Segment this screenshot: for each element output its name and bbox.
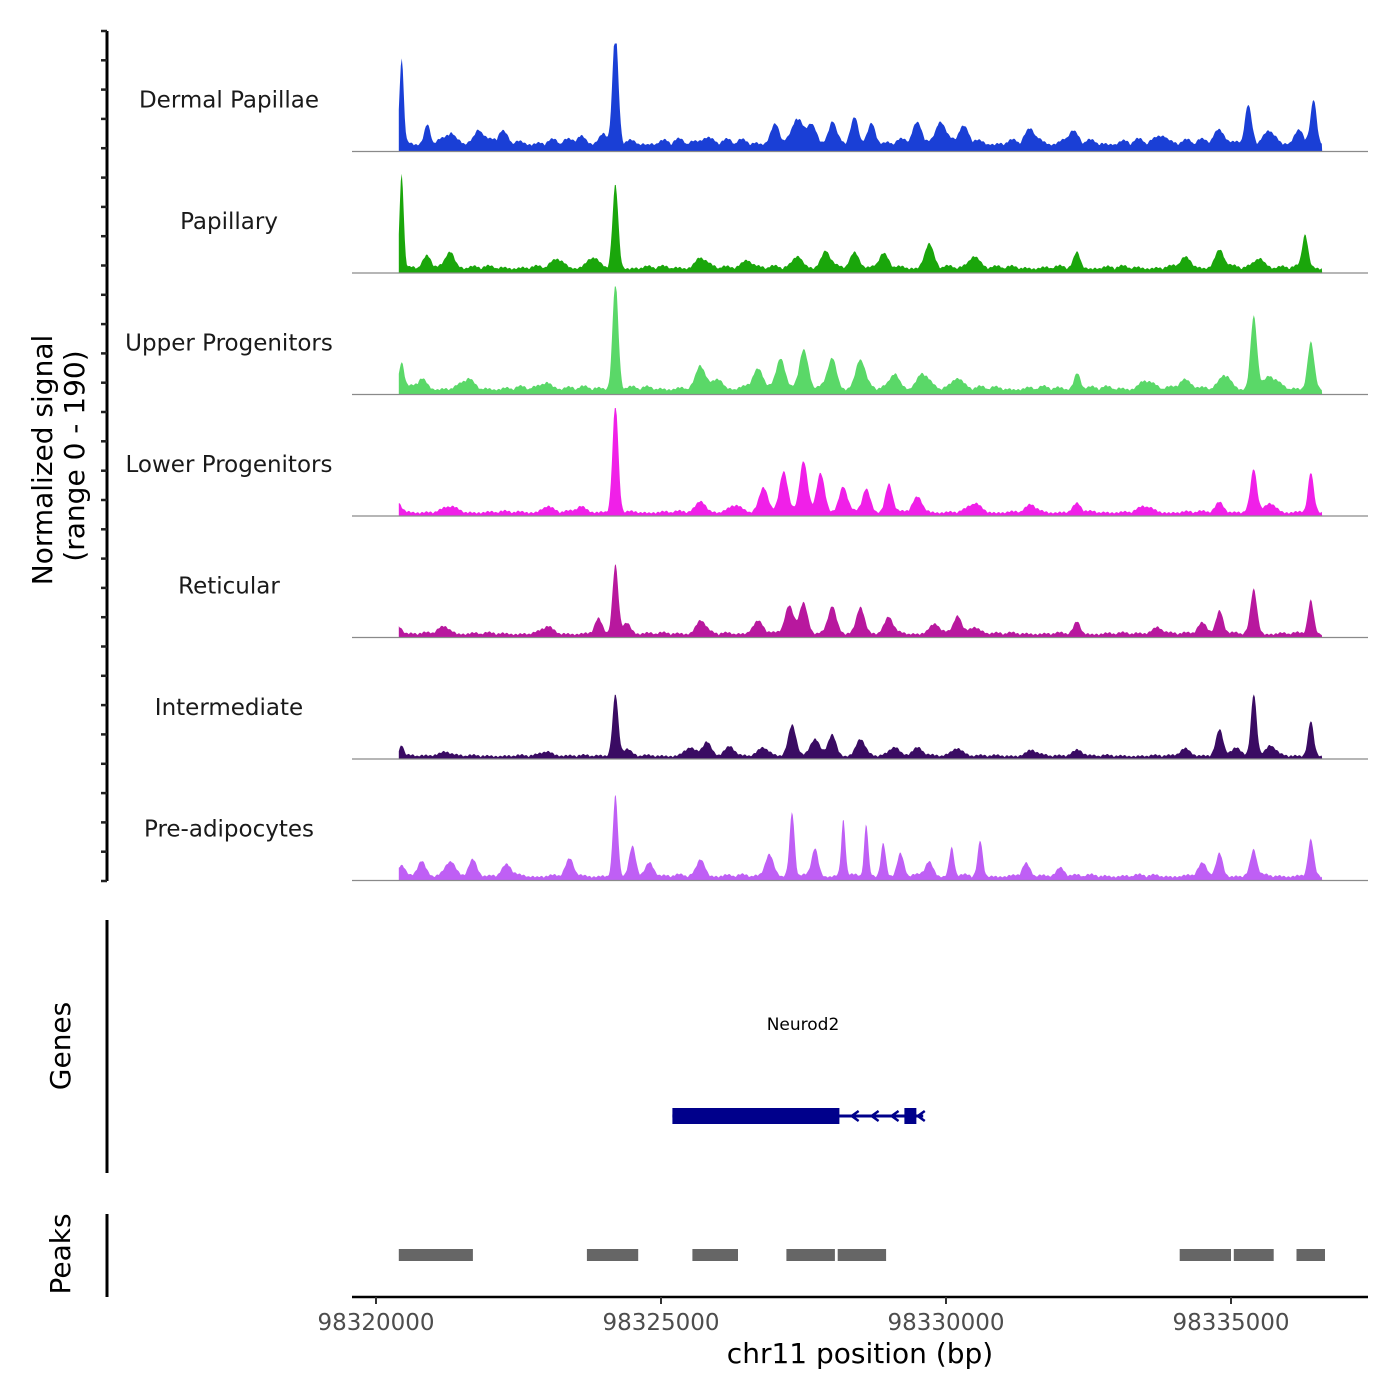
track-label: Intermediate <box>155 695 303 721</box>
strand-arrow <box>869 1109 880 1123</box>
track-label: Pre-adipocytes <box>144 817 314 843</box>
peak-region <box>1296 1249 1325 1261</box>
gene-name-label: Neurod2 <box>767 1015 840 1035</box>
genes-label: Genes <box>44 1002 77 1090</box>
strand-arrow <box>889 1109 900 1123</box>
strand-arrow <box>849 1109 860 1123</box>
track-label: Upper Progenitors <box>125 331 333 357</box>
track-pre-adipocytes: Pre-adipocytes <box>144 794 1368 882</box>
x-tick-label: 98320000 <box>317 1310 434 1336</box>
track-reticular: Reticular <box>178 564 1368 639</box>
track-label: Lower Progenitors <box>126 452 333 478</box>
gene-exon-1 <box>672 1108 840 1124</box>
peaks-label: Peaks <box>44 1213 77 1294</box>
signal-area <box>398 286 1323 395</box>
y-axis-title-line2: (range 0 - 190) <box>58 350 91 561</box>
strand-arrow <box>915 1109 926 1123</box>
track-label: Dermal Papillae <box>139 88 319 114</box>
peak-region <box>1233 1249 1274 1261</box>
peak-region <box>398 1249 473 1261</box>
signal-area <box>398 694 1323 759</box>
y-axis-title-line1: Normalized signal <box>26 335 59 586</box>
x-tick-label: 98325000 <box>602 1310 719 1336</box>
signal-area <box>398 794 1323 881</box>
peak-region <box>586 1249 639 1261</box>
track-papillary: Papillary <box>180 173 1368 274</box>
signal-y-axis <box>101 29 109 883</box>
track-upper-progenitors: Upper Progenitors <box>125 286 1368 396</box>
track-lower-progenitors: Lower Progenitors <box>126 408 1368 517</box>
track-label: Papillary <box>180 209 278 235</box>
x-axis-title: chr11 position (bp) <box>727 1337 993 1370</box>
signal-area <box>398 564 1323 638</box>
peak-region <box>786 1249 835 1261</box>
track-label: Reticular <box>178 574 280 600</box>
coverage-tracks: Dermal Papillae Papillary Upper Progenitor… <box>125 43 1368 882</box>
x-tick-label: 98330000 <box>887 1310 1004 1336</box>
x-tick-label: 98335000 <box>1172 1310 1289 1336</box>
track-dermal-papillae: Dermal Papillae <box>139 43 1368 153</box>
peak-region <box>1179 1249 1231 1261</box>
signal-area <box>398 173 1323 273</box>
signal-area <box>398 408 1323 516</box>
peak-region <box>837 1249 887 1261</box>
track-intermediate: Intermediate <box>155 694 1368 760</box>
gene-track: Neurod2 <box>672 1015 926 1124</box>
signal-area <box>398 43 1323 152</box>
peak-region <box>692 1249 738 1261</box>
peaks-track <box>398 1249 1325 1261</box>
x-axis-ticks: 98320000 98325000 98330000 98335000 <box>317 1297 1290 1336</box>
gene-exon-2 <box>904 1108 917 1124</box>
